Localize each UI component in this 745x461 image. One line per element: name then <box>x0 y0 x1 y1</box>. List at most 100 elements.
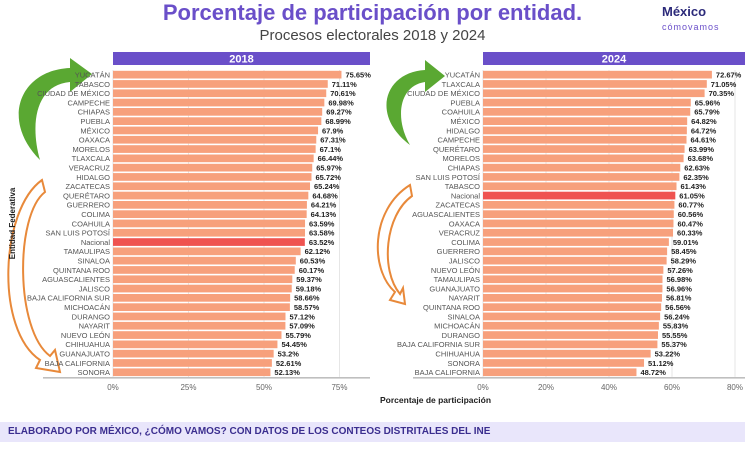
category-label: TAMAULIPAS <box>434 275 480 284</box>
orange-arrow-icon <box>376 183 414 306</box>
data-label: 62.35% <box>683 173 709 182</box>
data-label: 60.77% <box>678 201 704 210</box>
bar <box>113 89 327 98</box>
bar <box>483 247 668 256</box>
category-label: QUERÉTARO <box>63 191 110 200</box>
x-tick-label: 20% <box>538 383 554 392</box>
bar <box>483 294 662 302</box>
category-label: QUINTANA ROO <box>423 303 480 312</box>
category-label: MICHOACÁN <box>434 322 480 331</box>
category-label: VERACRUZ <box>69 164 111 173</box>
data-label: 67.31% <box>320 136 346 145</box>
category-label: DURANGO <box>72 312 111 321</box>
category-label: CAMPECHE <box>437 136 480 145</box>
bar <box>113 321 286 330</box>
data-label: 60.33% <box>677 229 703 238</box>
bar <box>483 126 687 135</box>
data-label: 65.24% <box>314 182 340 191</box>
data-label: 67.9% <box>322 126 344 135</box>
category-label: GUANAJUATO <box>59 350 110 359</box>
data-label: 52.61% <box>276 359 302 368</box>
category-label: MICHOACÁN <box>64 303 110 312</box>
bar <box>113 275 293 284</box>
data-label: 55.37% <box>661 340 687 349</box>
bar <box>483 70 712 79</box>
data-label: 63.59% <box>309 219 335 228</box>
category-label: BAJA CALIFORNIA SUR <box>27 294 111 303</box>
bar <box>113 173 312 181</box>
bar <box>113 201 307 209</box>
category-label: BAJA CALIFORNIA <box>45 359 110 368</box>
data-label: 58.45% <box>671 247 697 256</box>
category-label: TLAXCALA <box>72 154 110 163</box>
data-label: 59.01% <box>673 238 699 247</box>
data-label: 71.05% <box>711 80 737 89</box>
category-label: CHIAPAS <box>78 108 110 117</box>
bar <box>483 154 684 163</box>
data-label: 60.53% <box>300 257 326 266</box>
data-label: 57.26% <box>667 266 693 275</box>
bar <box>113 154 314 163</box>
data-label: 64.13% <box>311 210 337 219</box>
bar <box>483 321 659 330</box>
bar <box>113 247 301 256</box>
bar <box>113 126 319 135</box>
bar <box>113 349 274 358</box>
bar <box>113 228 306 237</box>
bar <box>113 108 323 116</box>
category-label: COLIMA <box>451 238 480 247</box>
data-label: 63.99% <box>689 145 715 154</box>
bar <box>483 275 663 284</box>
category-label: ZACATECAS <box>66 182 110 191</box>
data-label: 69.98% <box>328 98 354 107</box>
category-label: SINALOA <box>77 257 110 266</box>
bar <box>483 89 705 98</box>
bar <box>483 80 707 88</box>
bar <box>113 331 282 339</box>
data-label: 56.98% <box>666 275 692 284</box>
data-label: 65.72% <box>315 173 341 182</box>
category-label: DURANGO <box>442 331 481 340</box>
bar <box>113 284 292 293</box>
x-tick-label: 0% <box>477 383 489 392</box>
bar <box>483 228 674 237</box>
data-label: 56.81% <box>666 294 692 303</box>
category-label: Nacional <box>451 191 481 200</box>
bar <box>483 117 688 125</box>
category-label: GUERRERO <box>67 201 111 210</box>
y-axis-title: Entidad Federativa <box>8 187 17 259</box>
category-label: GUERRERO <box>437 247 481 256</box>
category-label: PUEBLA <box>450 98 480 107</box>
panel-title: 2024 <box>602 54 627 66</box>
logo-main: México <box>662 4 707 19</box>
data-label: 68.99% <box>325 117 351 126</box>
bar <box>483 331 658 339</box>
page-subtitle: Procesos electorales 2018 y 2024 <box>259 27 486 44</box>
data-label: 58.66% <box>294 294 320 303</box>
data-label: 61.05% <box>679 191 705 200</box>
bar <box>113 340 278 349</box>
green-arrow-icon <box>386 60 445 145</box>
x-tick-label: 25% <box>180 383 196 392</box>
x-tick-label: 40% <box>601 383 617 392</box>
data-label: 64.68% <box>312 191 338 200</box>
bar <box>483 163 681 172</box>
data-label: 69.27% <box>326 108 352 117</box>
bar <box>113 163 313 172</box>
data-label: 60.47% <box>677 219 703 228</box>
bar <box>113 359 272 367</box>
data-label: 65.79% <box>694 108 720 117</box>
category-label: ZACATECAS <box>436 201 480 210</box>
bar <box>113 219 306 228</box>
data-label: 60.56% <box>678 210 704 219</box>
category-label: CHIHUAHUA <box>65 340 110 349</box>
category-label: COAHUILA <box>72 219 110 228</box>
bar <box>483 201 675 209</box>
bar <box>113 266 295 274</box>
bar <box>483 266 664 274</box>
category-label: MÉXICO <box>450 117 480 126</box>
category-label: JALISCO <box>79 284 110 293</box>
data-label: 61.43% <box>681 182 707 191</box>
category-label: HIDALGO <box>446 126 480 135</box>
category-label: CAMPECHE <box>67 98 110 107</box>
